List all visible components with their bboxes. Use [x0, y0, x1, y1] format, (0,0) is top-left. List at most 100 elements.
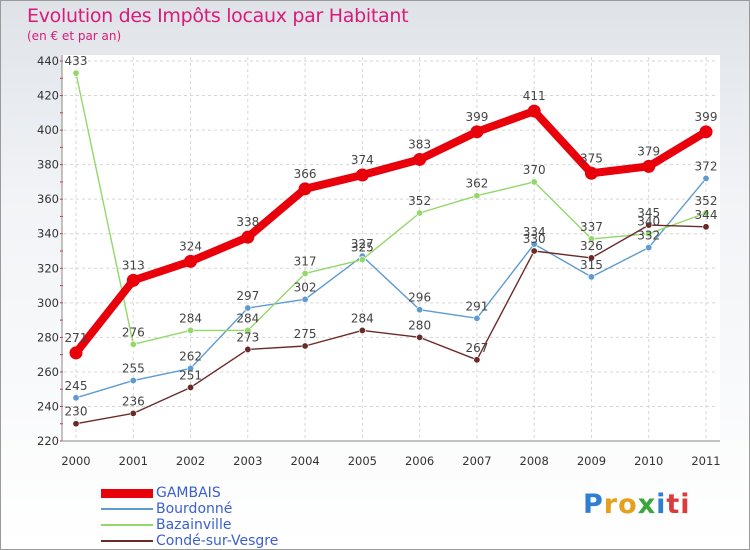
- x-tick-label: 2006: [405, 454, 434, 468]
- x-tick-label: 2003: [233, 454, 262, 468]
- y-tick-label: 440: [37, 54, 59, 68]
- data-label: 330: [523, 232, 546, 246]
- x-tick-label: 2011: [691, 454, 720, 468]
- x-tick-label: 2007: [462, 454, 491, 468]
- x-tick-label: 2004: [290, 454, 319, 468]
- data-label: 370: [523, 163, 546, 177]
- data-label: 267: [465, 341, 488, 355]
- data-point: [244, 345, 252, 353]
- data-label: 296: [408, 291, 431, 305]
- data-label: 317: [294, 254, 317, 268]
- data-point: [355, 168, 369, 182]
- data-label: 399: [695, 110, 718, 124]
- series-line-bazainville: [75, 72, 707, 345]
- data-point: [645, 244, 653, 252]
- data-label: 399: [465, 110, 488, 124]
- chart-title: Evolution des Impôts locaux par Habitant: [27, 5, 409, 27]
- logo-letter: x: [637, 489, 657, 520]
- legend-label: Condé-sur-Vesgre: [156, 533, 279, 549]
- data-point: [358, 326, 366, 334]
- data-point: [244, 304, 252, 312]
- data-point: [129, 409, 137, 417]
- legend-label: GAMBAIS: [156, 485, 221, 501]
- legend-swatch: [101, 524, 153, 526]
- data-label: 326: [580, 239, 603, 253]
- data-point: [241, 230, 255, 244]
- chart-legend: GAMBAIS Bourdonné Bazainville Condé-sur-Ves…: [101, 485, 278, 549]
- data-label: 302: [294, 280, 317, 294]
- data-point: [584, 166, 598, 180]
- plot-area: [62, 55, 720, 441]
- data-label: 273: [236, 330, 259, 344]
- y-tick-label: 420: [37, 89, 59, 103]
- legend-label: Bourdonné: [156, 501, 233, 517]
- data-point: [187, 326, 195, 334]
- data-point: [473, 356, 481, 364]
- data-point: [244, 326, 252, 334]
- data-point: [530, 178, 538, 186]
- data-label: 284: [179, 311, 202, 325]
- x-tick-label: 2002: [176, 454, 205, 468]
- y-tick-label: 280: [37, 330, 59, 344]
- data-label: 251: [179, 368, 202, 382]
- series-line-cond-sur-vesgre: [75, 224, 707, 425]
- legend-item: GAMBAIS: [101, 485, 278, 501]
- data-point: [530, 240, 538, 248]
- logo-letter: o: [618, 489, 638, 520]
- data-label: 255: [122, 362, 145, 376]
- data-label: 372: [695, 159, 718, 173]
- data-point: [645, 221, 653, 229]
- x-tick-label: 2009: [577, 454, 606, 468]
- data-point: [527, 104, 541, 118]
- data-label: 362: [465, 177, 488, 191]
- data-point: [416, 306, 424, 314]
- data-label: 315: [580, 258, 603, 272]
- legend-label: Bazainville: [156, 517, 232, 533]
- legend-swatch: [101, 488, 153, 498]
- data-point: [587, 273, 595, 281]
- data-point: [413, 152, 427, 166]
- x-tick-label: 2000: [61, 454, 90, 468]
- data-label: 313: [122, 258, 145, 272]
- data-point: [699, 125, 713, 139]
- data-label: 383: [408, 137, 431, 151]
- data-point: [470, 125, 484, 139]
- data-label: 284: [236, 311, 259, 325]
- data-label: 344: [695, 208, 718, 222]
- data-label: 284: [351, 311, 374, 325]
- logo-letter: r: [603, 489, 619, 520]
- data-label: 262: [179, 349, 202, 363]
- data-point: [187, 383, 195, 391]
- data-point: [473, 314, 481, 322]
- data-label: 297: [236, 289, 259, 303]
- logo-letter: i: [656, 489, 667, 520]
- data-label: 379: [637, 144, 660, 158]
- legend-item: Bazainville: [101, 517, 278, 533]
- data-label: 327: [351, 237, 374, 251]
- data-label: 280: [408, 318, 431, 332]
- data-label: 324: [179, 239, 202, 253]
- data-label: 245: [65, 379, 88, 393]
- data-label: 236: [122, 394, 145, 408]
- data-point: [72, 69, 80, 77]
- y-tick-label: 340: [37, 227, 59, 241]
- data-label: 338: [236, 215, 259, 229]
- data-label: 352: [408, 194, 431, 208]
- data-point: [702, 223, 710, 231]
- data-point: [69, 346, 83, 360]
- data-label: 337: [580, 220, 603, 234]
- data-point: [301, 269, 309, 277]
- data-point: [645, 230, 653, 238]
- data-point: [587, 235, 595, 243]
- data-label: 275: [294, 327, 317, 341]
- data-label: 375: [580, 151, 603, 165]
- logo-letter: P: [583, 489, 604, 520]
- data-label: 334: [523, 225, 546, 239]
- legend-swatch: [101, 508, 153, 510]
- data-point: [184, 254, 198, 268]
- data-label: 291: [465, 299, 488, 313]
- y-tick-label: 400: [37, 123, 59, 137]
- data-point: [358, 256, 366, 264]
- data-point: [301, 342, 309, 350]
